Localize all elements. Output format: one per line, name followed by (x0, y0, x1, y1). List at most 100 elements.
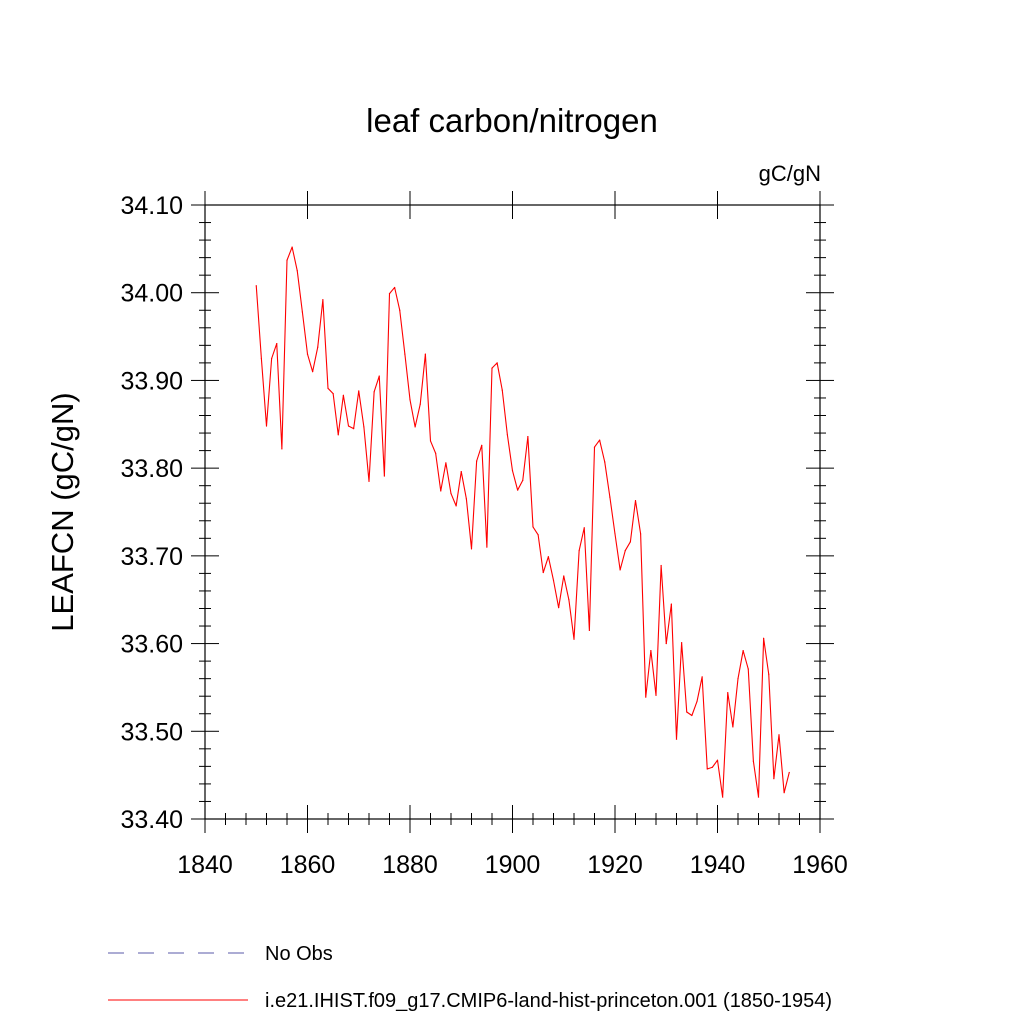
data-point (752, 760, 754, 762)
data-point (260, 357, 262, 360)
data-point (640, 533, 642, 535)
data-point (711, 766, 713, 768)
data-point (747, 668, 749, 670)
data-point (440, 490, 442, 492)
data-point (460, 471, 462, 473)
data-point (732, 726, 734, 728)
data-point (552, 579, 555, 582)
data-point (445, 462, 447, 464)
data-point (527, 435, 529, 438)
data-point (419, 403, 421, 405)
y-axis-ticks: 33.40 33.50 33.60 33.70 33.80 33.90 34.00 34.10 (120, 192, 834, 834)
data-point (716, 759, 719, 761)
data-point (532, 526, 534, 528)
data-point (655, 694, 657, 696)
x-tick-label: 1940 (690, 851, 746, 879)
units-label: gC/gN (759, 161, 821, 186)
data-point (604, 461, 606, 463)
x-axis-ticks: 1840 1860 1880 1900 1920 1940 1960 (177, 191, 848, 879)
data-point (481, 444, 483, 446)
data-point (563, 575, 565, 577)
data-point (542, 571, 544, 574)
data-point (624, 549, 626, 552)
data-point (537, 534, 539, 536)
legend-label-no-obs: No Obs (265, 943, 333, 965)
data-point (455, 505, 457, 507)
data-point (660, 564, 662, 567)
data-point (383, 475, 385, 477)
data-point (665, 642, 667, 645)
data-point (342, 394, 344, 396)
data-point (435, 452, 437, 454)
data-point (599, 439, 601, 441)
data-point (691, 714, 693, 717)
data-point (470, 548, 473, 550)
data-point (337, 434, 339, 436)
data-point (501, 389, 503, 391)
data-point (722, 796, 724, 798)
data-point (568, 599, 570, 601)
data-point (358, 390, 360, 392)
data-point (332, 392, 334, 395)
data-point (511, 470, 514, 472)
data-point (686, 711, 688, 713)
y-tick-label: 34.10 (120, 192, 183, 220)
data-point (291, 246, 293, 248)
data-point (573, 638, 575, 640)
data-point (675, 738, 678, 740)
y-tick-label: 33.60 (120, 631, 183, 659)
data-point (317, 346, 319, 348)
data-point (609, 496, 611, 498)
data-point (368, 480, 370, 482)
data-point (701, 676, 703, 678)
y-tick-label: 33.50 (120, 718, 183, 746)
data-point (312, 371, 314, 373)
data-point (399, 309, 401, 311)
data-point (547, 556, 549, 558)
x-tick-label: 1860 (280, 851, 336, 879)
data-point (414, 426, 416, 428)
plot-frame (204, 204, 821, 820)
x-tick-label: 1840 (177, 851, 233, 879)
data-point (327, 387, 329, 389)
data-point (265, 425, 268, 427)
data-point (706, 768, 708, 770)
data-point (558, 607, 560, 609)
data-point (788, 771, 790, 774)
y-axis-label: LEAFCN (gC/gN) (45, 392, 80, 631)
data-point (306, 353, 309, 355)
data-point (404, 353, 406, 355)
data-point (388, 292, 391, 295)
data-point (373, 391, 375, 393)
data-point (522, 479, 524, 482)
data-point (506, 434, 508, 436)
data-point (778, 734, 780, 736)
chart-title: leaf carbon/nitrogen (366, 102, 658, 139)
y-tick-label: 33.40 (120, 806, 183, 834)
data-point (255, 285, 257, 287)
data-point (271, 357, 273, 360)
x-tick-label: 1900 (485, 851, 541, 879)
data-point (593, 446, 596, 448)
data-point (465, 498, 467, 500)
data-point (696, 700, 698, 703)
data-point (588, 629, 590, 632)
data-point (322, 299, 324, 301)
data-point (296, 270, 298, 272)
data-point (286, 259, 288, 261)
data-point (347, 425, 350, 427)
legend: No Obs i.e21.IHIST.f09_g17.CMIP6-land-hi… (108, 943, 832, 1012)
data-point (629, 541, 631, 543)
data-point (773, 778, 775, 780)
data-point (301, 311, 303, 313)
data-point (476, 460, 478, 462)
data-point (783, 792, 785, 794)
y-tick-label: 33.80 (120, 455, 183, 483)
x-tick-label: 1960 (792, 851, 848, 879)
data-point (742, 649, 744, 652)
y-tick-label: 33.70 (120, 543, 183, 571)
data-point (737, 678, 739, 680)
data-point (450, 492, 452, 495)
data-point (276, 342, 278, 345)
